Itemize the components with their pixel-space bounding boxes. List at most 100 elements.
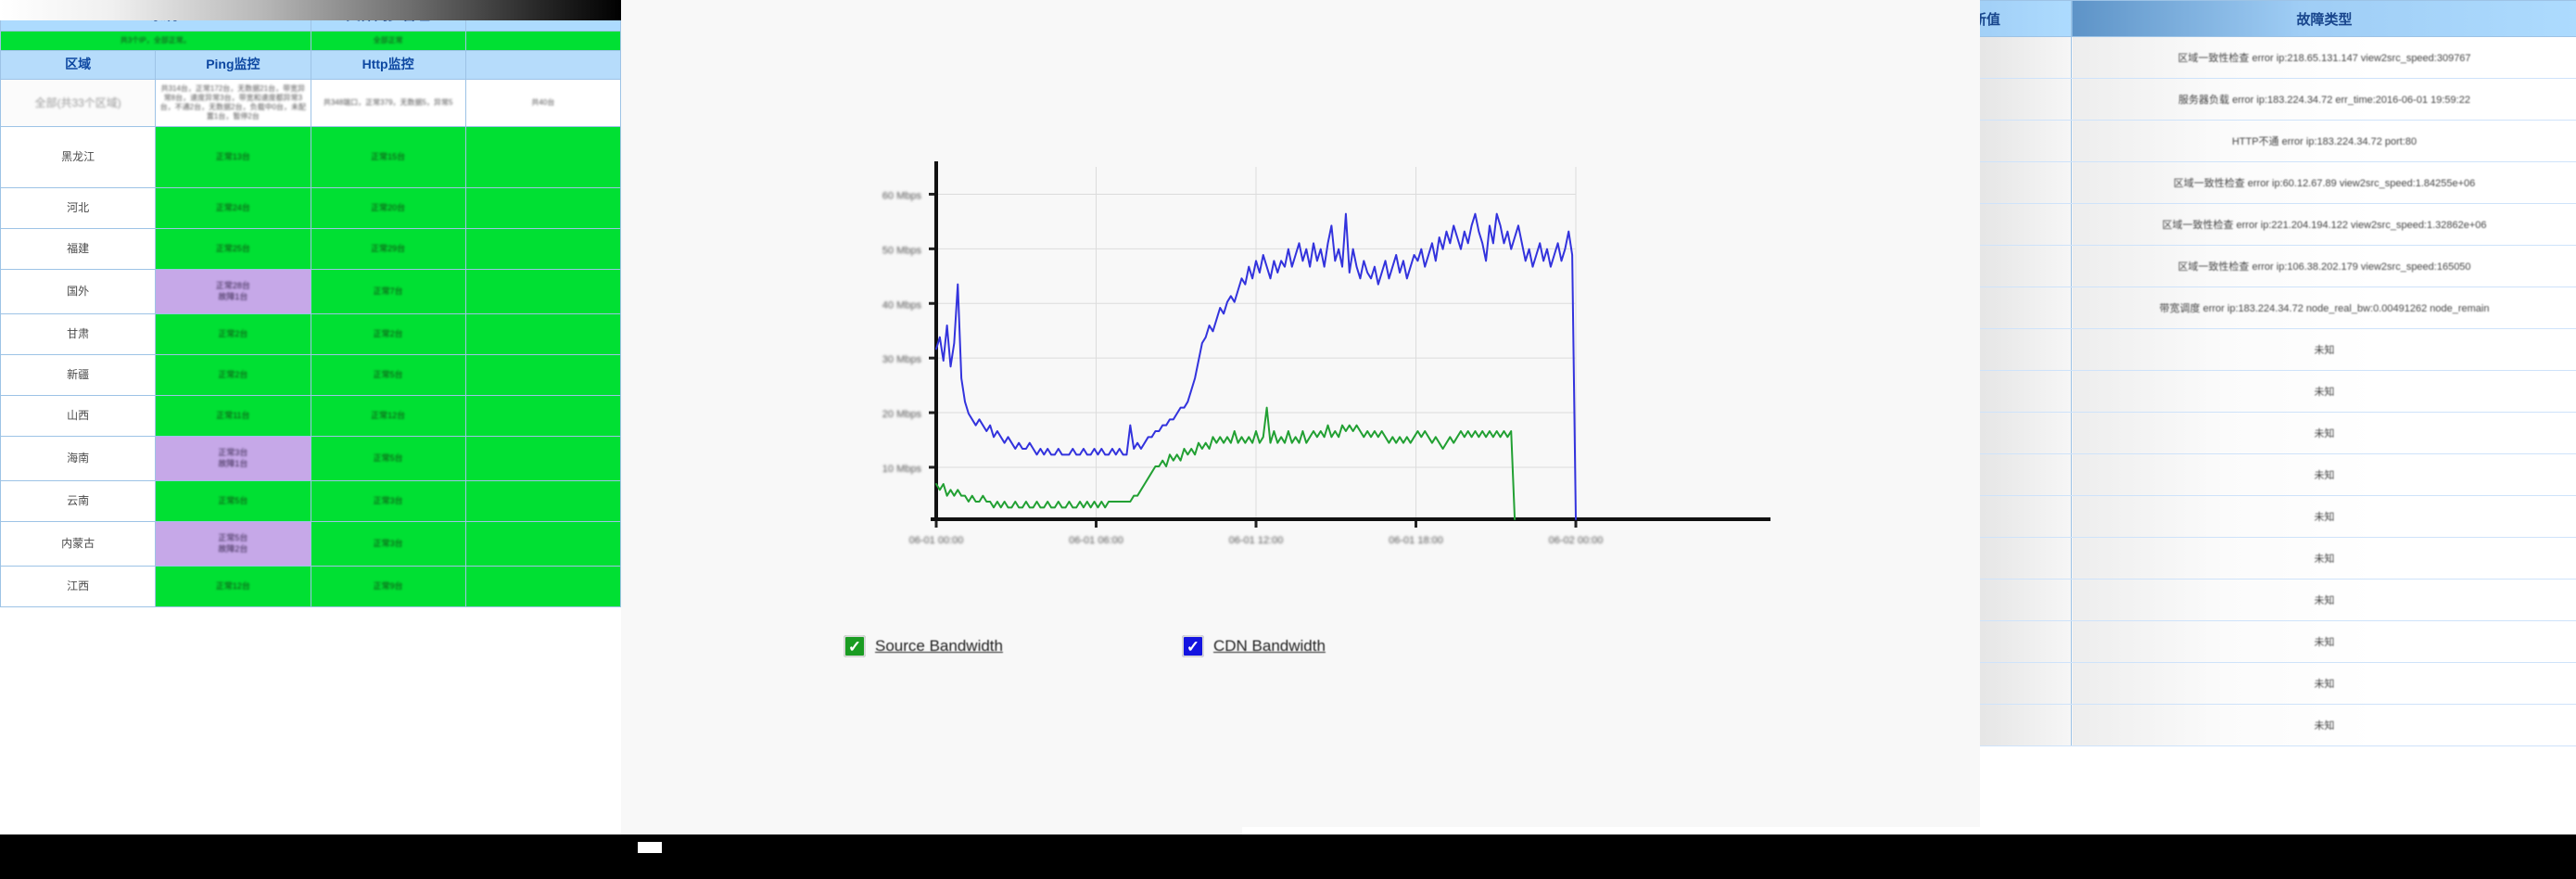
row-region-label: 山西 [0, 395, 157, 437]
cell-extra-status[interactable] [464, 228, 621, 270]
panel-bottom-edge [1242, 827, 2576, 834]
cell-http-status[interactable]: 正常5台 [310, 354, 466, 396]
table-row[interactable]: all.cdnubns.com未知 [1980, 495, 2576, 538]
cell-extra-status[interactable] [464, 354, 621, 396]
cell-fault-type: 未知 [2071, 328, 2576, 371]
cell-extra-status[interactable] [464, 313, 621, 355]
cell-ping-status[interactable]: 正常2台 [155, 313, 311, 355]
summary-extra: 共40台 [464, 79, 621, 127]
table-row[interactable]: all.cdnubns.com未知 [1980, 620, 2576, 663]
legend-label-source-bandwidth[interactable]: Source Bandwidth [875, 637, 1003, 655]
table-row[interactable]: 国外 正常28台 故障1台 正常7台 [0, 269, 621, 314]
legend-item-cdn-bandwidth[interactable]: ✓ CDN Bandwidth [1182, 635, 1326, 657]
table-row[interactable]: 183.61.142.4区域一致性检查 error ip:218.65.131.… [1980, 36, 2576, 79]
table-row[interactable]: 河北 正常24台 正常20台 [0, 187, 621, 229]
cell-ping-status[interactable]: 正常5台 故障2台 [155, 521, 311, 567]
cell-extra-status[interactable] [464, 269, 621, 314]
cell-ping-status[interactable]: 正常5台 [155, 480, 311, 522]
monitor-stand-shadow [649, 846, 1965, 870]
cell-http-status[interactable]: 正常12台 [310, 395, 466, 437]
cell-ping-status[interactable]: 正常12台 [155, 566, 311, 607]
cell-extra-status[interactable] [464, 436, 621, 481]
cell-http-status[interactable]: 正常5台 [310, 436, 466, 481]
cell-http-status[interactable]: 正常9台 [310, 566, 466, 607]
table-row[interactable]: 云南 正常5台 正常3台 [0, 480, 621, 522]
alarm-table-panel: 解析新值 故障类型 183.61.142.4区域一致性检查 error ip:2… [1980, 0, 2576, 834]
svg-text:06-01 12:00: 06-01 12:00 [1229, 535, 1284, 546]
table-row[interactable]: all.cdnubns.com未知 [1980, 453, 2576, 496]
row-region-label: 新疆 [0, 354, 157, 396]
table-row[interactable]: 61.160.249.140区域一致性检查 error ip:106.38.20… [1980, 245, 2576, 287]
row-region-label: 江西 [0, 566, 157, 607]
svg-text:06-01 00:00: 06-01 00:00 [909, 535, 964, 546]
cell-threshold: all.cdnubns.com [1980, 704, 2072, 746]
top-gradient-overlay [0, 0, 621, 20]
column-header-row: 区域 Ping监控 Http监控 [0, 50, 621, 80]
cell-http-status[interactable]: 正常2台 [310, 313, 466, 355]
row-region-label: 海南 [0, 436, 157, 481]
cell-threshold: all.cdnubns.com [1980, 662, 2072, 705]
bandwidth-line-chart: 60 Mbps 50 Mbps 40 Mbps 30 Mbps 20 Mbps 10 Mb… [882, 161, 1770, 546]
cell-extra-status[interactable] [464, 126, 621, 188]
column-header-3 [464, 50, 621, 80]
cell-extra-status[interactable] [464, 187, 621, 229]
cell-threshold: 183.224.34.72 [1980, 287, 2072, 329]
checkbox-checked-icon[interactable]: ✓ [1182, 635, 1204, 657]
cell-ping-status[interactable]: 正常24台 [155, 187, 311, 229]
cell-http-status[interactable]: 正常15台 [310, 126, 466, 188]
table-row[interactable]: all.cdnubns.com未知 [1980, 579, 2576, 621]
table-row[interactable]: all.cdnubns.com未知 [1980, 370, 2576, 413]
table-row[interactable]: 江西 正常12台 正常9台 [0, 566, 621, 607]
table-row[interactable]: 内蒙古 正常5台 故障2台 正常3台 [0, 521, 621, 567]
legend-item-source-bandwidth[interactable]: ✓ Source Bandwidth [844, 635, 1003, 657]
table-row[interactable]: all.cdnubns.com未知 [1980, 328, 2576, 371]
table-row[interactable]: all.cdnubns.com未知 [1980, 704, 2576, 746]
table-row[interactable]: 222.141.109.229区域一致性检查 error ip:221.204.… [1980, 203, 2576, 246]
cell-threshold: all.cdnubns.com [1980, 579, 2072, 621]
cell-http-status[interactable]: 正常7台 [310, 269, 466, 314]
cell-fault-type: 带宽调度 error ip:183.224.34.72 node_real_bw… [2071, 287, 2576, 329]
cell-http-status[interactable]: 正常3台 [310, 480, 466, 522]
cell-ping-status[interactable]: 正常3台 故障1台 [155, 436, 311, 481]
table-row[interactable]: all.cdnubns.com未知 [1980, 412, 2576, 454]
alarm-table: 解析新值 故障类型 183.61.142.4区域一致性检查 error ip:2… [1980, 0, 2576, 746]
table-row[interactable]: 山西 正常11台 正常12台 [0, 395, 621, 437]
cell-http-status[interactable]: 正常29台 [310, 228, 466, 270]
table-row[interactable]: 183.224.34.72服务器负载 error ip:183.224.34.7… [1980, 78, 2576, 121]
svg-text:40 Mbps: 40 Mbps [882, 299, 922, 311]
table-row[interactable]: 58.129.112.131HTTP不通 error ip:183.224.34… [1980, 120, 2576, 162]
table-row[interactable]: 黑龙江 正常13台 正常15台 [0, 126, 621, 188]
svg-text:10 Mbps: 10 Mbps [882, 464, 922, 475]
cell-http-status[interactable]: 正常20台 [310, 187, 466, 229]
table-row[interactable]: 甘肃 正常2台 正常2台 [0, 313, 621, 355]
cell-ping-status[interactable]: 正常28台 故障1台 [155, 269, 311, 314]
cell-extra-status[interactable] [464, 521, 621, 567]
svg-text:50 Mbps: 50 Mbps [882, 245, 922, 256]
table-row[interactable]: all.cdnubns.com未知 [1980, 537, 2576, 580]
table-row[interactable]: 新疆 正常2台 正常5台 [0, 354, 621, 396]
table-row[interactable]: all.cdnubns.com未知 [1980, 662, 2576, 705]
alarm-table-header-row: 解析新值 故障类型 [1980, 0, 2576, 37]
cell-ping-status[interactable]: 正常2台 [155, 354, 311, 396]
table-row[interactable]: 海南 正常3台 故障1台 正常5台 [0, 436, 621, 481]
svg-text:60 Mbps: 60 Mbps [882, 190, 922, 201]
cell-ping-status[interactable]: 正常11台 [155, 395, 311, 437]
cell-extra-status[interactable] [464, 395, 621, 437]
checkbox-checked-icon[interactable]: ✓ [844, 635, 866, 657]
cell-extra-status[interactable] [464, 480, 621, 522]
legend-label-cdn-bandwidth[interactable]: CDN Bandwidth [1213, 637, 1326, 655]
column-header-fault-type: 故障类型 [2071, 0, 2576, 37]
cell-ping-status[interactable]: 正常25台 [155, 228, 311, 270]
cell-ping-status[interactable]: 正常13台 [155, 126, 311, 188]
table-row[interactable]: 福建 正常25台 正常29台 [0, 228, 621, 270]
table-row[interactable]: 183.224.34.72带宽调度 error ip:183.224.34.72… [1980, 287, 2576, 329]
cell-threshold: all.cdnubns.com [1980, 453, 2072, 496]
cell-extra-status[interactable] [464, 566, 621, 607]
group-status-1: 全部正常 [310, 31, 466, 51]
monitoring-table: DNS系统IP文件同步管理共3个IP，全部正常。全部正常区域Ping监控Http… [0, 0, 621, 607]
cell-threshold: all.cdnubns.com [1980, 537, 2072, 580]
table-row[interactable]: 60.12.67.93区域一致性检查 error ip:60.12.67.89 … [1980, 161, 2576, 204]
cell-http-status[interactable]: 正常3台 [310, 521, 466, 567]
column-header-0: 区域 [0, 50, 157, 80]
